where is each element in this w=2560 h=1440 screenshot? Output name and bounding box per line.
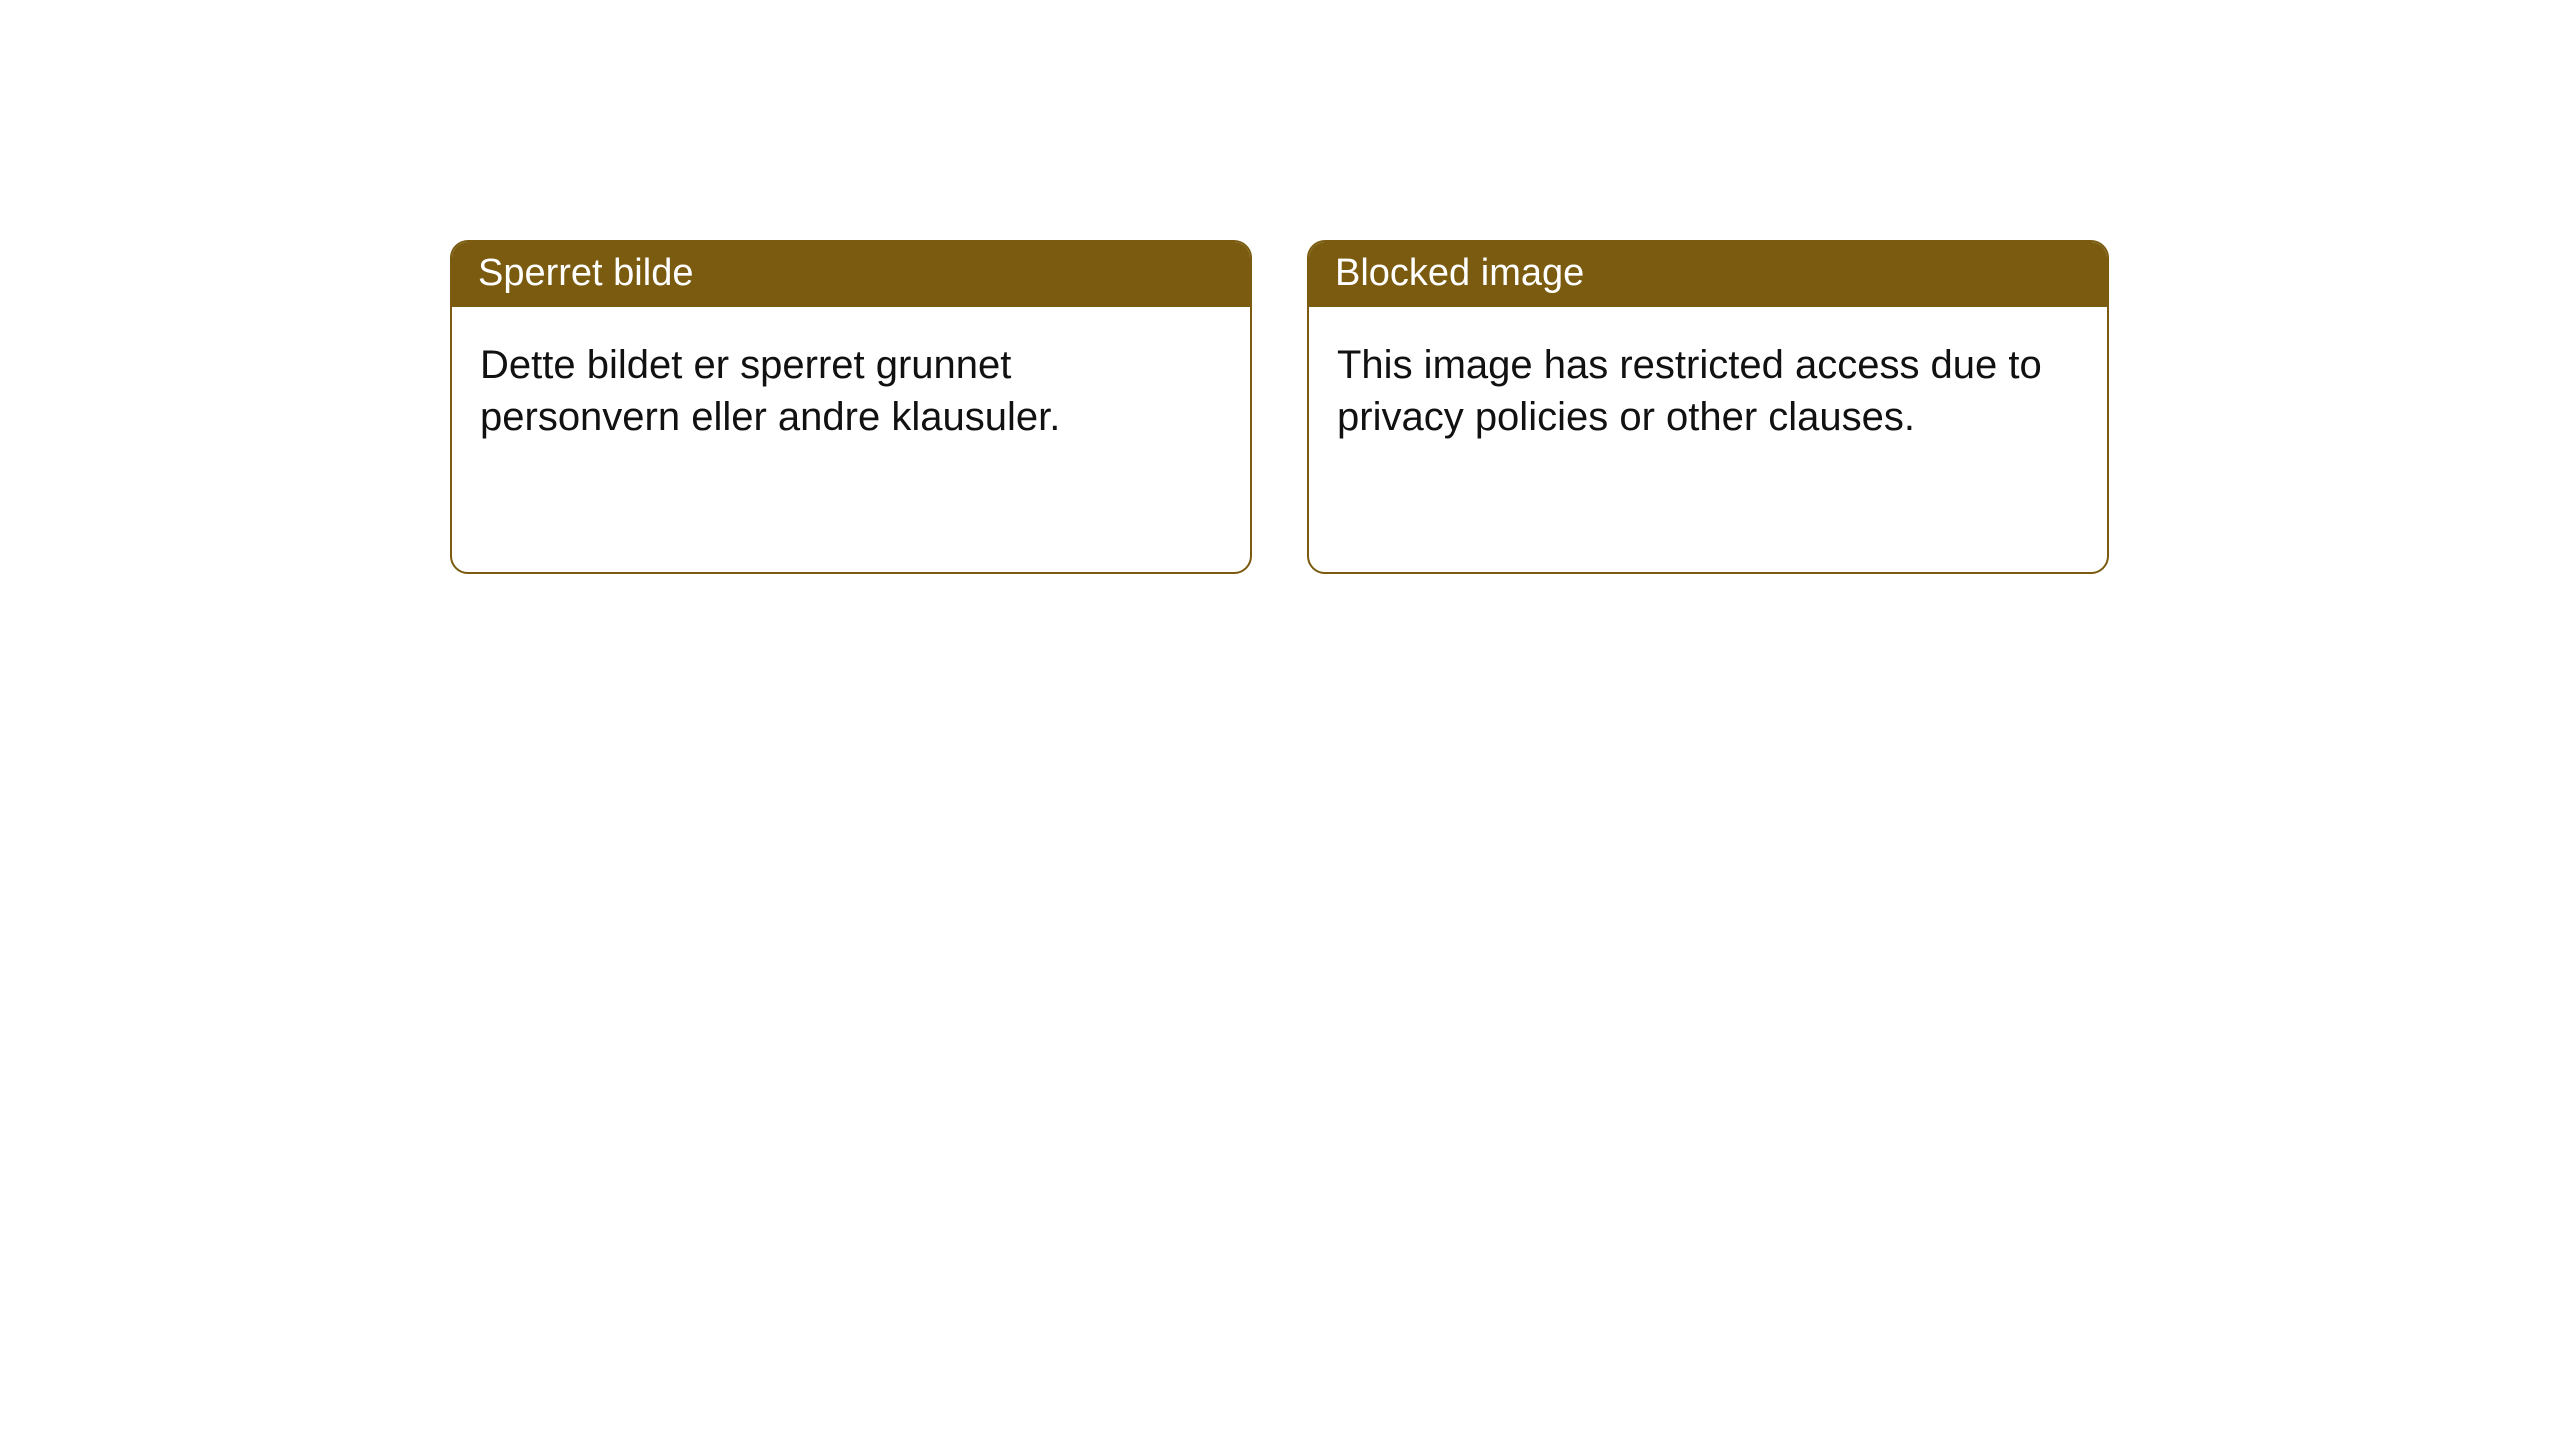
notice-header: Sperret bilde [452,242,1250,307]
notice-header: Blocked image [1309,242,2107,307]
notice-container: Sperret bilde Dette bildet er sperret gr… [450,240,2109,574]
notice-card-norwegian: Sperret bilde Dette bildet er sperret gr… [450,240,1252,574]
notice-card-english: Blocked image This image has restricted … [1307,240,2109,574]
notice-body: This image has restricted access due to … [1309,307,2107,572]
notice-body: Dette bildet er sperret grunnet personve… [452,307,1250,572]
